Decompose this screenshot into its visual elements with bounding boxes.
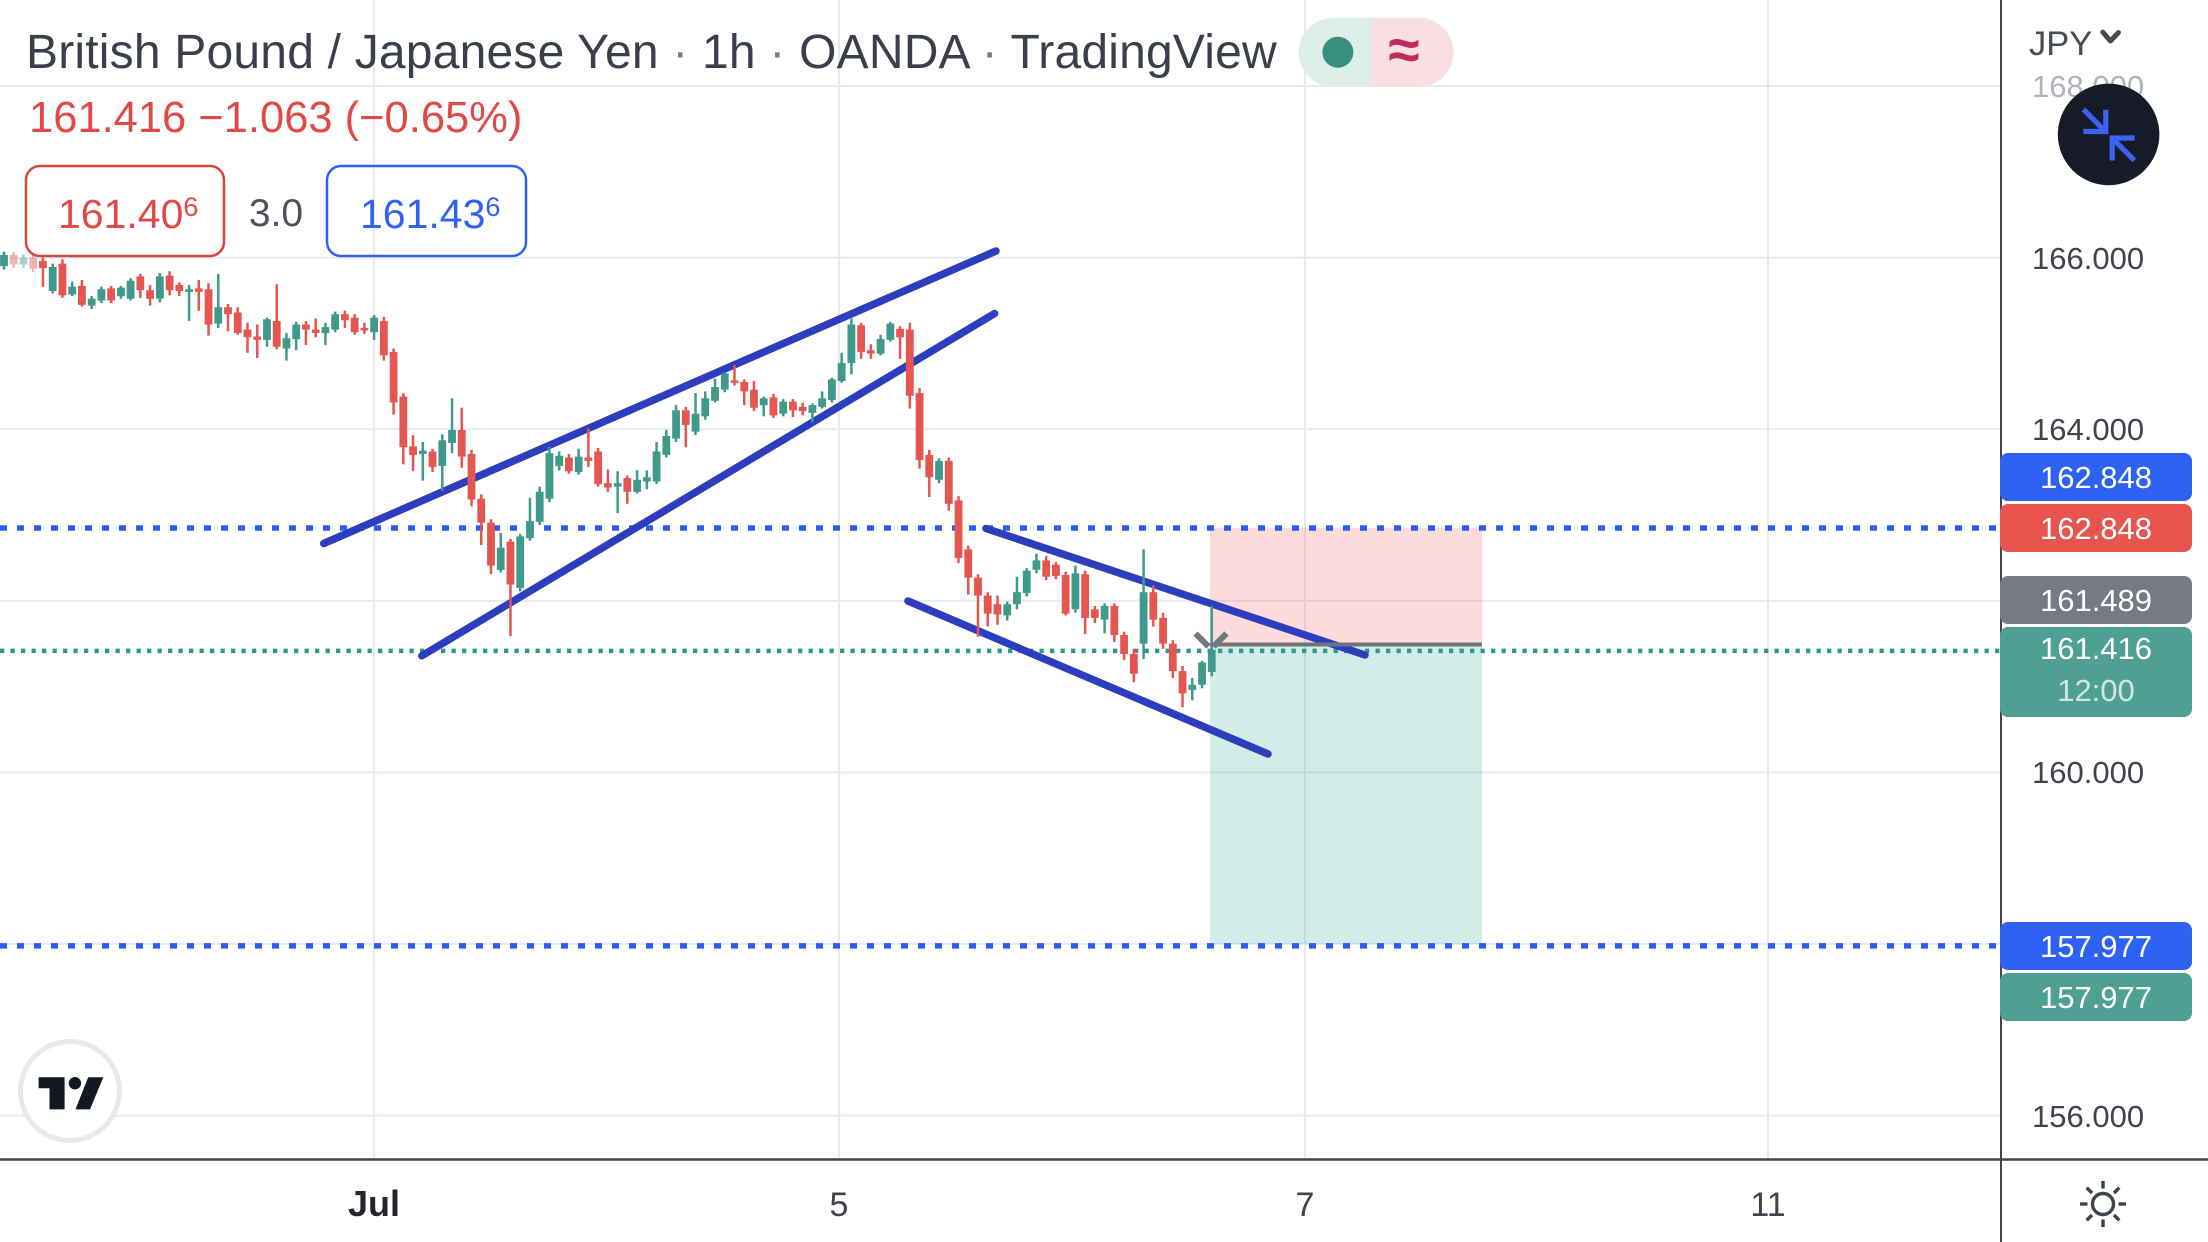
svg-text:5: 5 <box>830 1186 849 1224</box>
svg-text:162.848: 162.848 <box>2040 460 2152 495</box>
svg-text:British Pound / Japanese Yen ·: British Pound / Japanese Yen · 1h · OAND… <box>26 26 1277 79</box>
svg-text:166.000: 166.000 <box>2032 241 2144 276</box>
svg-text:157.977: 157.977 <box>2040 980 2152 1015</box>
svg-text:157.977: 157.977 <box>2040 929 2152 964</box>
svg-text:161.489: 161.489 <box>2040 583 2152 618</box>
svg-text:164.000: 164.000 <box>2032 412 2144 447</box>
svg-text:11: 11 <box>1750 1186 1785 1224</box>
svg-text:12:00: 12:00 <box>2057 673 2135 708</box>
svg-text:156.000: 156.000 <box>2032 1099 2144 1134</box>
svg-text:161.416: 161.416 <box>2040 631 2152 666</box>
svg-text:160.000: 160.000 <box>2032 755 2144 790</box>
svg-text:161.406: 161.406 <box>58 191 198 237</box>
svg-text:Jul: Jul <box>348 1183 400 1224</box>
svg-text:JPY: JPY <box>2029 25 2092 63</box>
svg-text:162.848: 162.848 <box>2040 511 2152 546</box>
svg-text:3.0: 3.0 <box>249 192 303 235</box>
svg-text:161.436: 161.436 <box>360 191 500 237</box>
svg-text:7: 7 <box>1296 1186 1315 1224</box>
svg-text:161.416 −1.063 (−0.65%): 161.416 −1.063 (−0.65%) <box>29 94 522 142</box>
svg-text:≈: ≈ <box>1388 18 1419 82</box>
